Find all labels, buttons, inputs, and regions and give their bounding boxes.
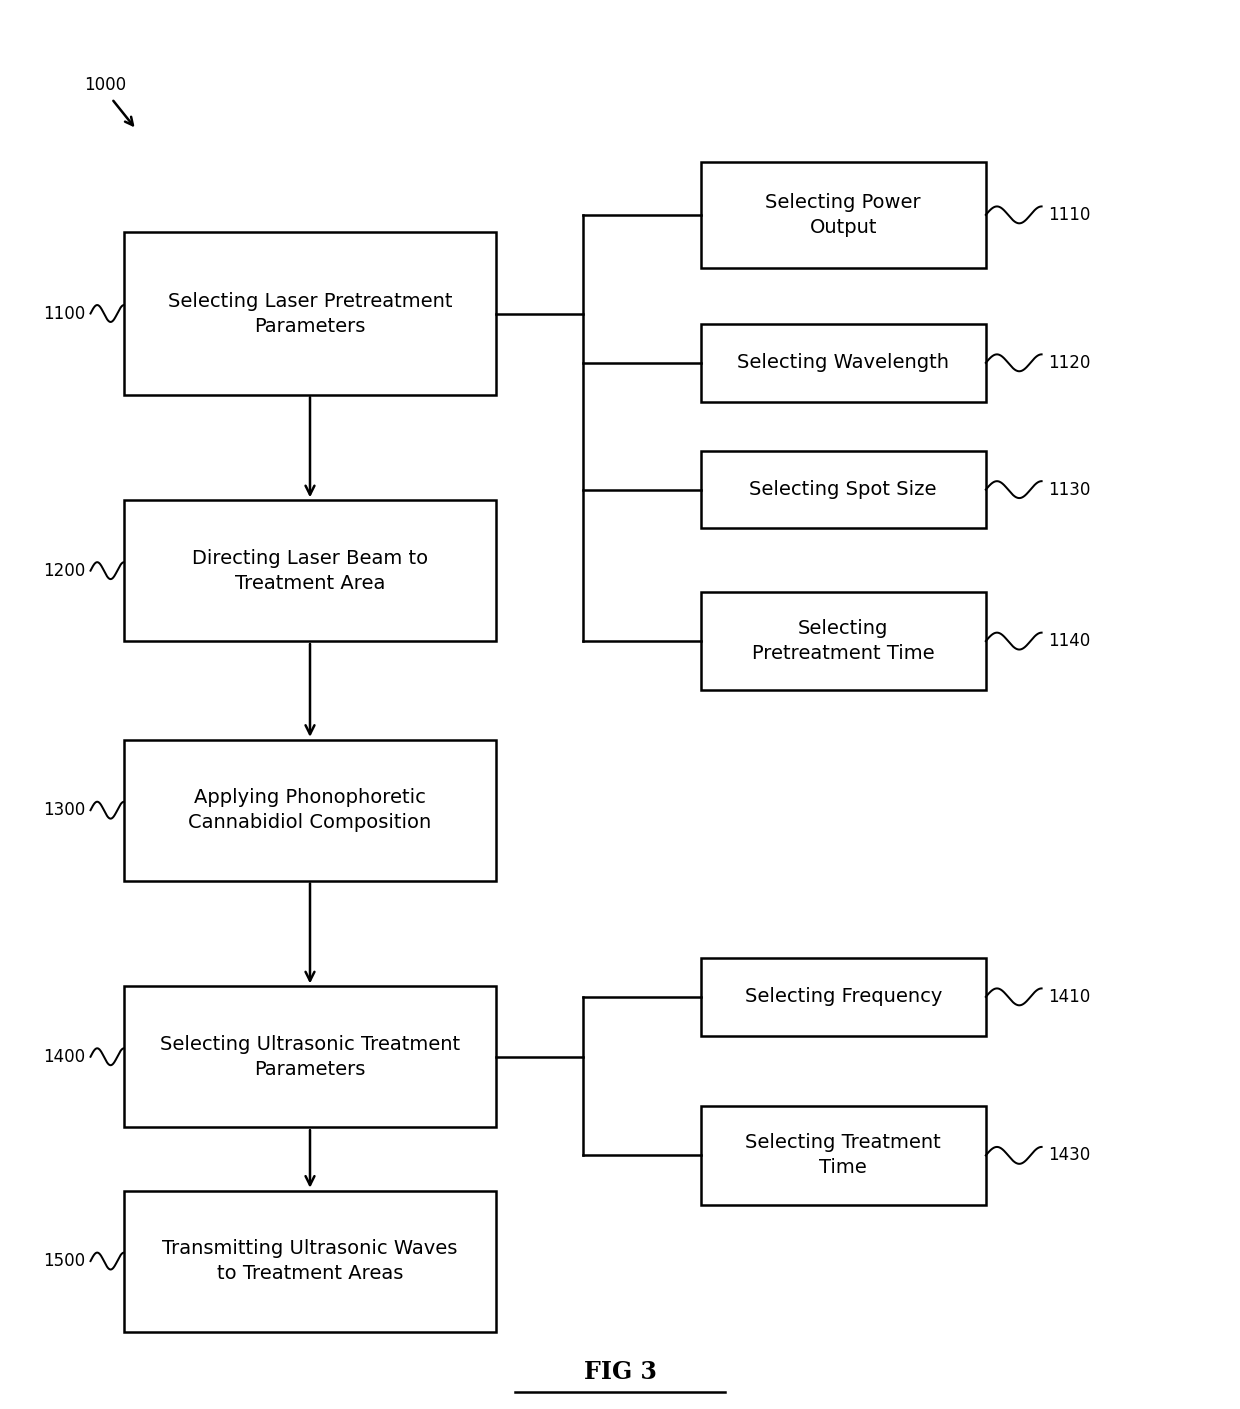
- Text: 1410: 1410: [1048, 988, 1090, 1006]
- Bar: [124, 232, 496, 395]
- Text: 1110: 1110: [1048, 206, 1090, 224]
- Text: 1300: 1300: [43, 802, 86, 819]
- Text: Selecting Laser Pretreatment
Parameters: Selecting Laser Pretreatment Parameters: [167, 292, 453, 335]
- Bar: [701, 451, 986, 528]
- Text: 1120: 1120: [1048, 354, 1090, 372]
- Text: 1100: 1100: [43, 304, 86, 323]
- Text: 1500: 1500: [43, 1253, 86, 1270]
- Text: Selecting Wavelength: Selecting Wavelength: [738, 354, 949, 372]
- Text: 1140: 1140: [1048, 633, 1090, 650]
- Text: Selecting Power
Output: Selecting Power Output: [765, 193, 921, 237]
- Text: 1200: 1200: [43, 562, 86, 579]
- Text: Transmitting Ultrasonic Waves
to Treatment Areas: Transmitting Ultrasonic Waves to Treatme…: [162, 1239, 458, 1284]
- Text: Selecting Frequency: Selecting Frequency: [744, 988, 942, 1006]
- Bar: [701, 958, 986, 1036]
- Text: 1400: 1400: [43, 1048, 86, 1065]
- Text: Selecting Treatment
Time: Selecting Treatment Time: [745, 1133, 941, 1178]
- Text: Applying Phonophoretic
Cannabidiol Composition: Applying Phonophoretic Cannabidiol Compo…: [188, 788, 432, 833]
- Text: Directing Laser Beam to
Treatment Area: Directing Laser Beam to Treatment Area: [192, 548, 428, 593]
- Bar: [124, 740, 496, 881]
- Text: Selecting Spot Size: Selecting Spot Size: [749, 480, 937, 499]
- Bar: [124, 986, 496, 1127]
- Bar: [124, 500, 496, 641]
- Bar: [701, 592, 986, 690]
- Text: Selecting
Pretreatment Time: Selecting Pretreatment Time: [751, 619, 935, 664]
- Text: 1130: 1130: [1048, 480, 1090, 499]
- Bar: [701, 1106, 986, 1205]
- Bar: [124, 1191, 496, 1332]
- Text: FIG 3: FIG 3: [584, 1360, 656, 1385]
- Bar: [701, 162, 986, 268]
- Bar: [701, 324, 986, 402]
- Text: Selecting Ultrasonic Treatment
Parameters: Selecting Ultrasonic Treatment Parameter…: [160, 1034, 460, 1079]
- Text: 1430: 1430: [1048, 1147, 1090, 1164]
- Text: 1000: 1000: [84, 76, 126, 93]
